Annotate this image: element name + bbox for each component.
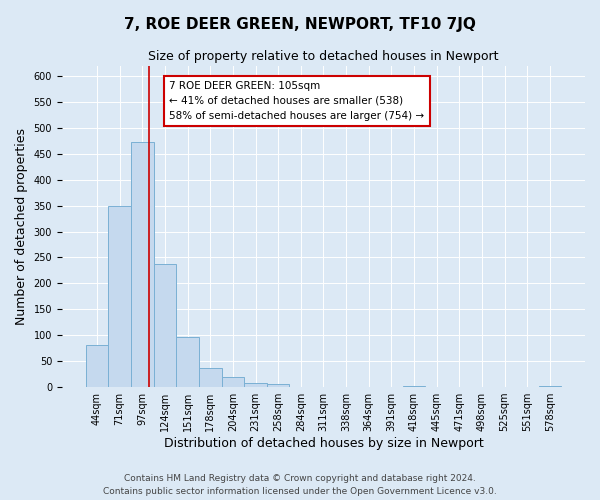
Bar <box>244 383 267 387</box>
Title: Size of property relative to detached houses in Newport: Size of property relative to detached ho… <box>148 50 499 63</box>
Bar <box>131 142 154 387</box>
Y-axis label: Number of detached properties: Number of detached properties <box>15 128 28 325</box>
Bar <box>86 344 109 387</box>
Bar <box>539 386 561 387</box>
Bar <box>403 386 425 387</box>
Text: Contains HM Land Registry data © Crown copyright and database right 2024.
Contai: Contains HM Land Registry data © Crown c… <box>103 474 497 496</box>
Text: 7, ROE DEER GREEN, NEWPORT, TF10 7JQ: 7, ROE DEER GREEN, NEWPORT, TF10 7JQ <box>124 18 476 32</box>
Bar <box>154 264 176 387</box>
Bar <box>109 206 131 387</box>
Bar <box>176 337 199 387</box>
Bar <box>267 384 289 387</box>
X-axis label: Distribution of detached houses by size in Newport: Distribution of detached houses by size … <box>164 437 484 450</box>
Text: 7 ROE DEER GREEN: 105sqm
← 41% of detached houses are smaller (538)
58% of semi-: 7 ROE DEER GREEN: 105sqm ← 41% of detach… <box>169 81 425 120</box>
Bar <box>221 377 244 387</box>
Bar <box>199 368 221 387</box>
